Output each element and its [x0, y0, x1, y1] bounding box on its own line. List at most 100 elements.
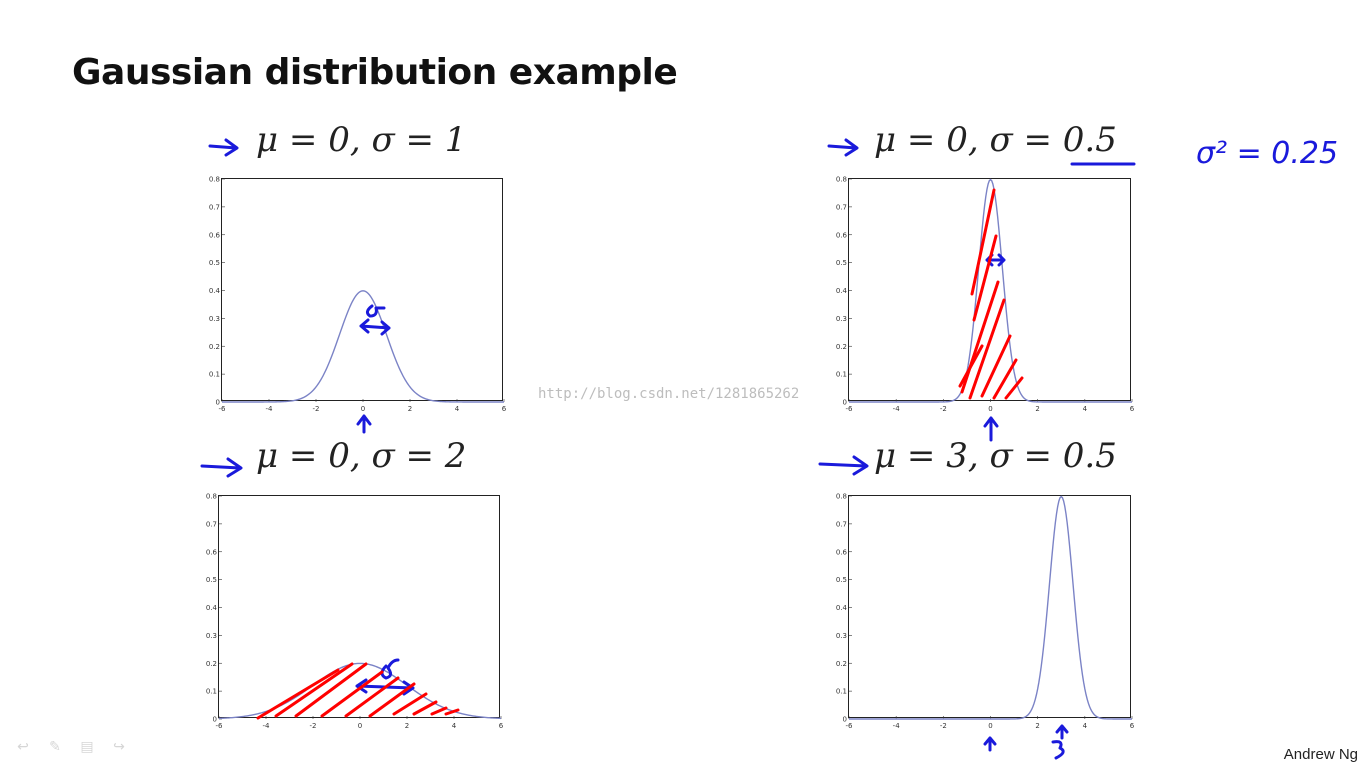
x-tick-label: 4 [455, 405, 460, 413]
y-tick-label: 0.1 [206, 688, 217, 696]
y-tick-label: 0.2 [209, 343, 220, 351]
watermark: http://blog.csdn.net/1281865262 [538, 386, 800, 402]
slide-nav-controls: ↩ ✎ ▤ ↪ [12, 738, 130, 754]
y-tick-label: 0.3 [836, 632, 847, 640]
y-tick-label: 0.7 [209, 203, 220, 211]
plot-3: 0 0.1 0.2 0.3 0.4 0.5 0.6 0.7 0.8 -6 -4 -2 0 2 4 6 [206, 493, 504, 731]
handwritten-three [1051, 740, 1065, 760]
x-tick-label: 0 [361, 405, 365, 413]
y-tick-label: 0.5 [836, 259, 847, 267]
arrow-icon [200, 457, 243, 478]
param-sigma-2: σ = 0.5 [989, 120, 1117, 160]
param-sigma-1: σ = 1 [371, 120, 467, 160]
x-tick-label: -4 [263, 722, 271, 730]
y-tick-label: 0.7 [836, 520, 847, 528]
x-tick-label: 6 [1130, 722, 1135, 730]
y-tick-label: 0.6 [209, 231, 221, 239]
param-mu-1: μ = 0, [256, 120, 361, 160]
y-tick-label: 0.1 [836, 688, 847, 696]
param-mu-3: μ = 0, [256, 436, 361, 476]
gaussian-curve-series [218, 662, 502, 720]
x-tick-label: -6 [846, 405, 854, 413]
author-name: Andrew Ng [1283, 746, 1358, 763]
y-tick-label: 0.5 [836, 576, 847, 584]
x-tick-label: 2 [1035, 405, 1039, 413]
x-tick-label: 0 [988, 722, 992, 730]
y-tick-label: 0.8 [209, 176, 220, 184]
param-label-1: μ = 0, σ = 1 [256, 120, 466, 160]
y-tick-label: 0.3 [836, 315, 847, 323]
slide-title: Gaussian distribution example [72, 52, 678, 93]
x-tick-label: 4 [452, 722, 457, 730]
y-tick-label: 0.4 [209, 287, 221, 295]
pen-icon[interactable]: ✎ [49, 738, 61, 754]
x-tick-label: -2 [940, 405, 947, 413]
variance-note: σ² = 0.25 [1196, 136, 1339, 171]
x-tick-label: -4 [893, 405, 901, 413]
y-tick-label: 0.8 [836, 493, 847, 501]
gaussian-curve-series [849, 495, 1132, 720]
y-tick-label: 0.4 [836, 287, 848, 295]
y-tick-label: 0 [843, 716, 847, 724]
y-tick-label: 0.4 [836, 604, 848, 612]
gaussian-curve-series [222, 290, 504, 403]
arrow-icon [818, 455, 869, 476]
y-tick-label: 0 [213, 716, 217, 724]
y-tick-label: 0 [216, 399, 220, 407]
y-tick-label: 0.7 [836, 203, 847, 211]
plot-4: 0 0.1 0.2 0.3 0.4 0.5 0.6 0.7 0.8 -6 -4 -2 0 2 4 6 [836, 493, 1135, 731]
x-tick-label: -2 [310, 722, 317, 730]
x-tick-label: 4 [1083, 405, 1088, 413]
gaussian-curve-series [849, 178, 1132, 403]
up-arrow-icon [1055, 724, 1069, 740]
menu-icon[interactable]: ▤ [80, 738, 94, 754]
y-tick-label: 0.6 [836, 548, 848, 556]
plot-1-svg: 0 0.1 0.2 0.3 0.4 0.5 0.6 0.7 0.8 -6 -4 -2 0 2 4 6 [209, 176, 507, 414]
y-tick-label: 0.1 [836, 371, 847, 379]
y-tick-label: 0.4 [206, 604, 218, 612]
x-tick-label: 4 [1083, 722, 1088, 730]
y-tick-label: 0.1 [209, 371, 220, 379]
param-label-3: μ = 0, σ = 2 [256, 436, 466, 476]
y-tick-label: 0.8 [206, 493, 217, 501]
x-tick-label: 6 [499, 722, 504, 730]
undo-icon[interactable]: ↩ [17, 738, 29, 754]
y-tick-label: 0.6 [836, 231, 848, 239]
x-tick-label: -4 [266, 405, 274, 413]
y-tick-label: 0.2 [206, 660, 217, 668]
arrow-icon [208, 138, 239, 157]
y-tick-label: 0.8 [836, 176, 847, 184]
forward-icon[interactable]: ↪ [113, 738, 125, 754]
y-tick-label: 0.3 [209, 315, 220, 323]
x-tick-label: -6 [216, 722, 224, 730]
up-arrow-icon [983, 736, 997, 752]
param-mu-4: μ = 3, [874, 436, 979, 476]
x-tick-label: -2 [313, 405, 320, 413]
param-mu-2: μ = 0, [874, 120, 979, 160]
plot-1: 0 0.1 0.2 0.3 0.4 0.5 0.6 0.7 0.8 -6 -4 -2 0 2 4 6 [209, 176, 507, 414]
x-tick-label: 2 [1035, 722, 1039, 730]
y-tick-label: 0 [843, 399, 847, 407]
param-sigma-4: σ = 0.5 [989, 436, 1117, 476]
plot-4-svg: 0 0.1 0.2 0.3 0.4 0.5 0.6 0.7 0.8 -6 -4 -2 0 2 4 6 [836, 493, 1135, 731]
x-tick-label: -4 [893, 722, 901, 730]
param-label-4: μ = 3, σ = 0.5 [874, 436, 1117, 476]
x-tick-label: 6 [1130, 405, 1135, 413]
x-tick-label: 0 [988, 405, 992, 413]
up-arrow-icon [356, 414, 372, 434]
y-tick-label: 0.5 [209, 259, 220, 267]
y-tick-label: 0.2 [836, 660, 847, 668]
y-tick-label: 0.2 [836, 343, 847, 351]
x-tick-label: -6 [219, 405, 227, 413]
y-tick-label: 0.7 [206, 520, 217, 528]
x-tick-label: -6 [846, 722, 854, 730]
param-sigma-3: σ = 2 [371, 436, 467, 476]
y-tick-label: 0.3 [206, 632, 217, 640]
x-tick-label: 0 [358, 722, 362, 730]
plot-3-svg: 0 0.1 0.2 0.3 0.4 0.5 0.6 0.7 0.8 -6 -4 -2 0 2 4 6 [206, 493, 504, 731]
y-tick-label: 0.5 [206, 576, 217, 584]
y-tick-label: 0.6 [206, 548, 218, 556]
plot-2-svg: 0 0.1 0.2 0.3 0.4 0.5 0.6 0.7 0.8 -6 -4 -2 0 2 4 6 [836, 176, 1135, 414]
param-label-2: μ = 0, σ = 0.5 [874, 120, 1117, 160]
